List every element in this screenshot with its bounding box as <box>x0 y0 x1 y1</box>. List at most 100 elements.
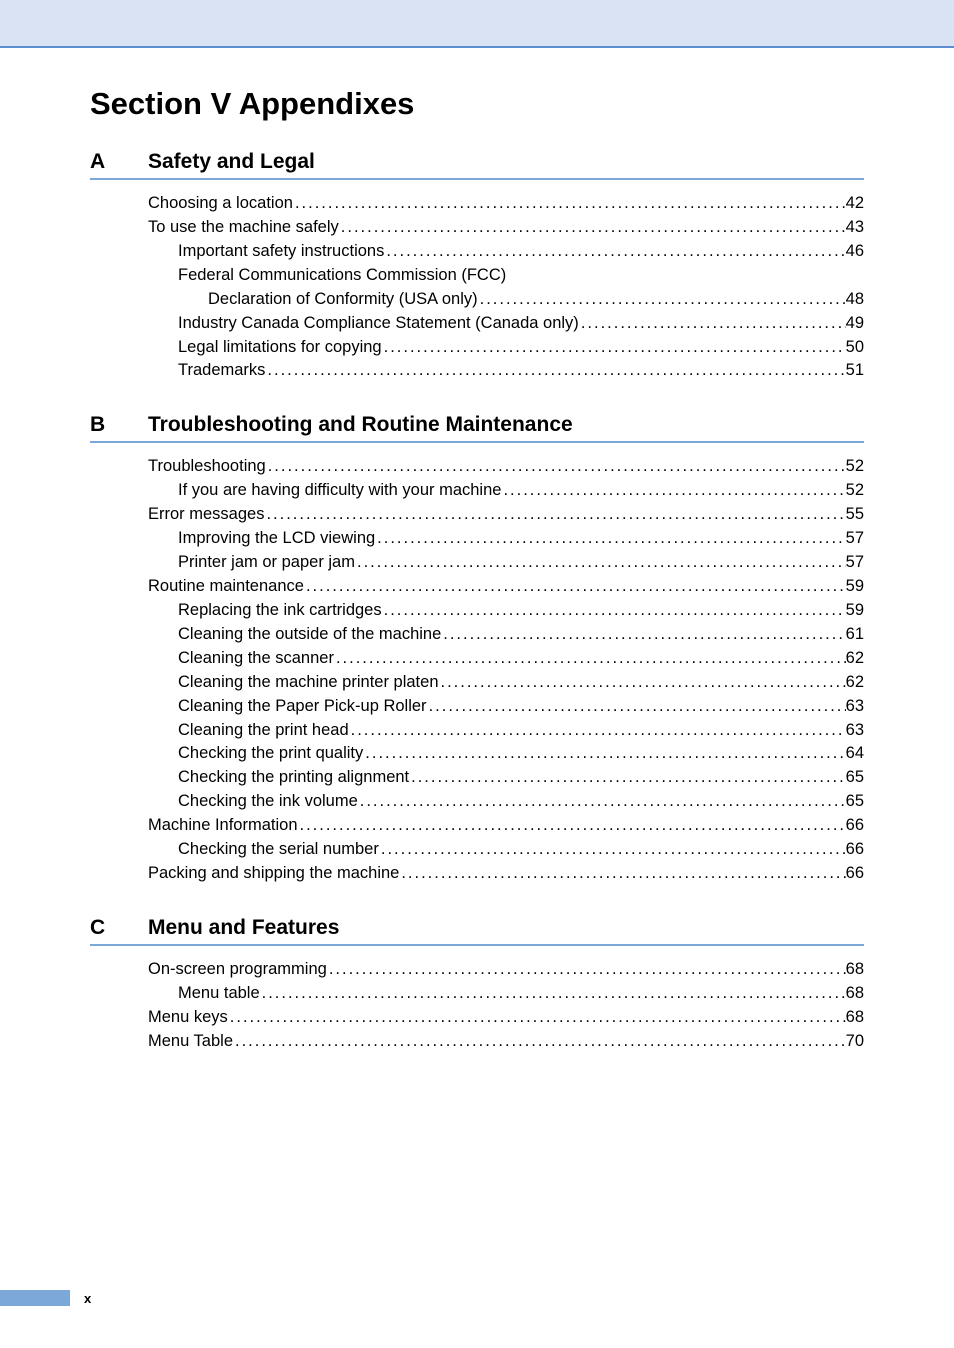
toc-entry[interactable]: Menu Table70 <box>148 1030 864 1054</box>
section-title: Safety and Legal <box>148 150 315 174</box>
toc-leader-dots <box>334 647 846 671</box>
toc-entry[interactable]: If you are having difficulty with your m… <box>148 479 864 503</box>
toc-leader-dots <box>478 288 846 312</box>
toc-entry[interactable]: Printer jam or paper jam57 <box>148 551 864 575</box>
section-title: Menu and Features <box>148 916 339 940</box>
toc-entry-label: Packing and shipping the machine <box>148 862 399 886</box>
toc-entry-label: Checking the printing alignment <box>178 766 409 790</box>
toc-leader-dots <box>349 719 846 743</box>
toc-entry[interactable]: Checking the print quality64 <box>148 742 864 766</box>
toc-entry[interactable]: Legal limitations for copying 50 <box>148 336 864 360</box>
toc-entry-page: 43 <box>846 216 864 240</box>
toc-leader-dots <box>358 790 846 814</box>
toc-entry-page: 50 <box>846 336 864 360</box>
toc-leader-dots <box>363 742 845 766</box>
toc-entry[interactable]: Cleaning the machine printer platen62 <box>148 671 864 695</box>
toc-entry[interactable]: Troubleshooting 52 <box>148 455 864 479</box>
toc-entry[interactable]: Cleaning the print head63 <box>148 719 864 743</box>
section-header: ASafety and Legal <box>90 150 864 180</box>
toc-entry[interactable]: Checking the serial number 66 <box>148 838 864 862</box>
toc-entry-label: Trademarks <box>178 359 265 383</box>
toc-entry[interactable]: Industry Canada Compliance Statement (Ca… <box>148 312 864 336</box>
toc-entry[interactable]: Machine Information66 <box>148 814 864 838</box>
toc-entry-label: Important safety instructions <box>178 240 384 264</box>
toc-entry-page: 66 <box>846 862 864 886</box>
section-header: BTroubleshooting and Routine Maintenance <box>90 413 864 443</box>
toc-entry-page: 46 <box>846 240 864 264</box>
toc-entry-label: Menu keys <box>148 1006 228 1030</box>
toc-leader-dots <box>228 1006 846 1030</box>
toc-entry-label: Routine maintenance <box>148 575 304 599</box>
toc-entry[interactable]: Menu table 68 <box>148 982 864 1006</box>
toc-leader-dots <box>260 982 846 1006</box>
toc-entry-page: 68 <box>846 958 864 982</box>
toc-entry-page: 68 <box>846 1006 864 1030</box>
toc-entry[interactable]: Cleaning the Paper Pick-up Roller63 <box>148 695 864 719</box>
toc-leader-dots <box>382 599 846 623</box>
toc-entry-label: Improving the LCD viewing <box>178 527 375 551</box>
toc-entry-label: Error messages <box>148 503 264 527</box>
toc-leader-dots <box>266 455 846 479</box>
toc-entry[interactable]: Choosing a location 42 <box>148 192 864 216</box>
toc-entry-page: 65 <box>846 790 864 814</box>
toc-leader-dots <box>327 958 846 982</box>
toc-entry[interactable]: Menu keys 68 <box>148 1006 864 1030</box>
toc-entry-label: Checking the print quality <box>178 742 363 766</box>
toc-entry[interactable]: Cleaning the scanner62 <box>148 647 864 671</box>
toc-entry-label: Choosing a location <box>148 192 293 216</box>
toc-leader-dots <box>298 814 846 838</box>
toc-entry-page: 51 <box>846 359 864 383</box>
toc-entry-page: 66 <box>846 814 864 838</box>
toc-leader-dots <box>293 192 846 216</box>
toc-entry-page: 49 <box>846 312 864 336</box>
section-letter: B <box>90 413 148 437</box>
toc-list: On-screen programming68Menu table68Menu … <box>148 958 864 1054</box>
toc-entry[interactable]: Important safety instructions 46 <box>148 240 864 264</box>
toc-entry[interactable]: Error messages55 <box>148 503 864 527</box>
toc-entry[interactable]: Checking the ink volume 65 <box>148 790 864 814</box>
toc-section: ASafety and Legal Choosing a location 42To… <box>90 150 864 383</box>
toc-entry-label: Checking the serial number <box>178 838 379 862</box>
main-title: Section V Appendixes <box>90 86 864 122</box>
top-band <box>0 0 954 48</box>
toc-entry-label: If you are having difficulty with your m… <box>178 479 501 503</box>
toc-entry[interactable]: Packing and shipping the machine 66 <box>148 862 864 886</box>
section-title: Troubleshooting and Routine Maintenance <box>148 413 573 437</box>
toc-leader-dots <box>384 240 845 264</box>
section-letter: C <box>90 916 148 940</box>
toc-leader-dots <box>409 766 846 790</box>
toc-entry-page: 52 <box>846 479 864 503</box>
toc-entry-label: Cleaning the machine printer platen <box>178 671 439 695</box>
toc-entry-label: Legal limitations for copying <box>178 336 382 360</box>
toc-entry-page: 68 <box>846 982 864 1006</box>
toc-entry-label: Troubleshooting <box>148 455 266 479</box>
toc-entry-page: 52 <box>846 455 864 479</box>
toc-entry[interactable]: Federal Communications Commission (FCC) <box>148 264 864 288</box>
toc-entry[interactable]: Improving the LCD viewing57 <box>148 527 864 551</box>
toc-entry-label: Cleaning the scanner <box>178 647 334 671</box>
toc-entry[interactable]: To use the machine safely43 <box>148 216 864 240</box>
toc-entry-page: 63 <box>846 695 864 719</box>
toc-entry-page: 42 <box>846 192 864 216</box>
toc-leader-dots <box>382 336 846 360</box>
sections-container: ASafety and Legal Choosing a location 42To… <box>90 150 864 1054</box>
toc-entry[interactable]: Checking the printing alignment65 <box>148 766 864 790</box>
toc-entry-label: Printer jam or paper jam <box>178 551 355 575</box>
toc-entry-label: Checking the ink volume <box>178 790 358 814</box>
toc-entry-label: Menu table <box>178 982 260 1006</box>
toc-entry[interactable]: On-screen programming68 <box>148 958 864 982</box>
toc-entry[interactable]: Cleaning the outside of the machine61 <box>148 623 864 647</box>
section-letter: A <box>90 150 148 174</box>
page-content: Section V Appendixes ASafety and Legal Ch… <box>0 48 954 1054</box>
toc-entry[interactable]: Replacing the ink cartridges59 <box>148 599 864 623</box>
toc-entry-page: 66 <box>846 838 864 862</box>
toc-leader-dots <box>379 838 846 862</box>
toc-entry[interactable]: Routine maintenance59 <box>148 575 864 599</box>
toc-entry-page: 61 <box>846 623 864 647</box>
footer-page-number: x <box>84 1291 91 1306</box>
toc-entry[interactable]: Declaration of Conformity (USA only)48 <box>148 288 864 312</box>
toc-entry[interactable]: Trademarks 51 <box>148 359 864 383</box>
section-header: CMenu and Features <box>90 916 864 946</box>
toc-section: BTroubleshooting and Routine Maintenance… <box>90 413 864 886</box>
toc-leader-dots <box>439 671 846 695</box>
